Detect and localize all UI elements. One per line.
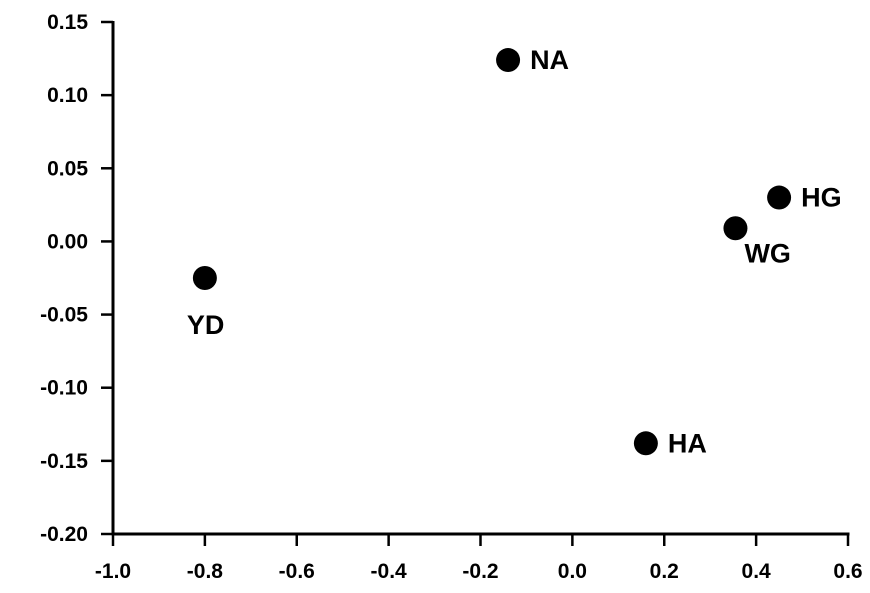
- x-tick-label: -1.0: [95, 560, 131, 583]
- data-point-na: [496, 48, 521, 73]
- x-tick-label: -0.2: [462, 560, 498, 583]
- y-tick-label: -0.20: [40, 523, 88, 546]
- data-point-yd: [192, 266, 217, 290]
- x-tick-label: 0.0: [558, 560, 587, 583]
- y-tick-label: -0.10: [40, 377, 88, 400]
- point-label-na: NA: [530, 45, 569, 75]
- point-label-ha: HA: [668, 428, 707, 458]
- y-tick-label: 0.05: [47, 157, 88, 180]
- data-points: NA HG WG YD HA: [187, 45, 842, 458]
- y-tick-label: 0.10: [47, 84, 88, 107]
- x-tick-label: 0.4: [742, 560, 772, 583]
- x-tick-label: 0.6: [833, 560, 862, 583]
- y-tick-label: 0.00: [47, 230, 88, 253]
- x-tick-label: -0.8: [187, 560, 224, 583]
- y-axis-ticks: -0.20 -0.15 -0.10 -0.05 0.00 0.05 0.10 0.15: [40, 11, 113, 546]
- data-point-wg: [723, 216, 748, 241]
- point-label-yd: YD: [187, 310, 225, 340]
- x-tick-label: 0.2: [650, 560, 679, 583]
- point-label-wg: WG: [744, 238, 791, 268]
- x-tick-label: -0.4: [371, 560, 408, 583]
- data-point-hg: [767, 185, 792, 210]
- x-axis-ticks: -1.0 -0.8 -0.6 -0.4 -0.2 0.0 0.2 0.4 0.6: [95, 534, 863, 583]
- point-label-hg: HG: [801, 183, 842, 213]
- x-tick-label: -0.6: [279, 560, 315, 583]
- axes: [111, 21, 850, 536]
- y-tick-label: -0.05: [40, 304, 88, 327]
- y-tick-label: 0.15: [47, 11, 88, 34]
- data-point-ha: [633, 431, 658, 456]
- y-tick-label: -0.15: [40, 450, 88, 473]
